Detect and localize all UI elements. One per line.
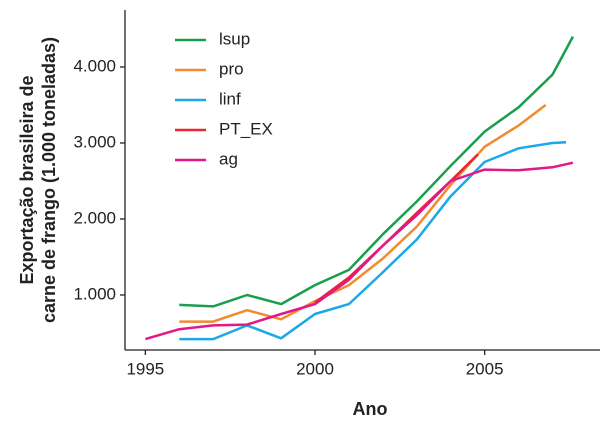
y-tick-label: 1.000 (73, 284, 116, 303)
y-tick-label: 2.000 (73, 208, 116, 227)
line (179, 104, 547, 323)
legend-label: ag (219, 149, 238, 168)
line (145, 161, 574, 341)
line (179, 36, 575, 308)
line (179, 140, 567, 341)
legend-label: lsup (219, 29, 250, 48)
x-tick-label: 1995 (126, 359, 164, 378)
legend-label: PT_EX (219, 119, 273, 138)
legend-label: pro (219, 59, 244, 78)
y-tick-label: 3.000 (73, 132, 116, 151)
x-tick-label: 2000 (296, 359, 334, 378)
y-tick-label: 4.000 (73, 56, 116, 75)
y-axis-title: Exportação brasileira de (17, 75, 37, 284)
y-axis-title: carne de frango (1.000 toneladas) (39, 37, 59, 323)
x-tick-label: 2005 (466, 359, 504, 378)
legend-label: linf (219, 89, 241, 108)
x-axis-title: Ano (353, 399, 388, 419)
line (314, 153, 479, 304)
